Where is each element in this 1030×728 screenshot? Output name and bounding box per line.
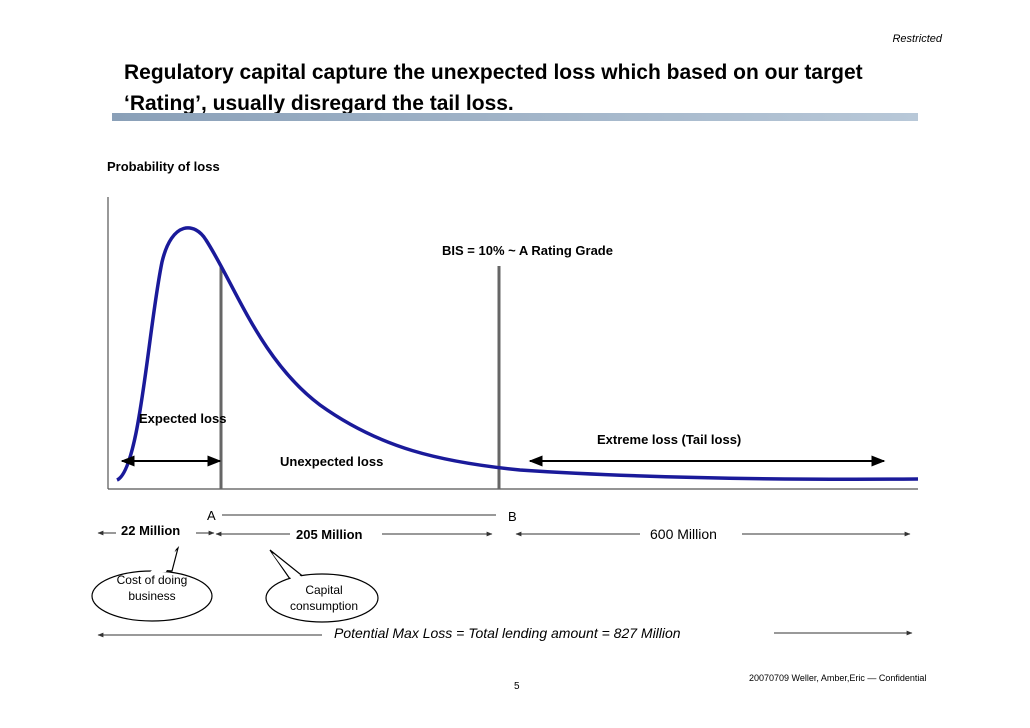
expected-loss-label: Expected loss — [139, 411, 227, 426]
capital-consumption-callout — [265, 549, 379, 623]
title-line-2: ‘Rating’, usually disregard the tail los… — [124, 92, 514, 115]
capital-consumption-text: Capital consumption — [289, 583, 359, 613]
cost-of-business-callout — [91, 546, 213, 622]
slide-title: Regulatory capital capture the unexpecte… — [124, 57, 863, 119]
loss-distribution-curve — [115, 226, 919, 482]
tail-loss-label: Extreme loss (Tail loss) — [597, 432, 742, 447]
marker-a-label: A — [207, 508, 216, 523]
bis-rating-label: BIS = 10% ~ A Rating Grade — [442, 243, 613, 258]
cost-of-business-text: Cost of doing business — [116, 573, 188, 603]
title-line-1: Regulatory capital capture the unexpecte… — [124, 61, 863, 84]
page-number: 5 — [514, 681, 520, 692]
tail-loss-value: 600 Million — [650, 526, 717, 542]
marker-b-label: B — [508, 509, 517, 524]
y-axis-label: Probability of loss — [107, 159, 220, 174]
max-loss-label: Potential Max Loss = Total lending amoun… — [334, 625, 681, 641]
expected-loss-value: 22 Million — [121, 523, 181, 538]
confidential-footer: 20070709 Weller, Amber,Eric — Confidenti… — [749, 673, 927, 683]
title-underline-bar — [112, 113, 918, 121]
unexpected-loss-label: Unexpected loss — [280, 454, 384, 469]
unexpected-loss-value: 205 Million — [296, 527, 363, 542]
restricted-label: Restricted — [892, 33, 942, 45]
